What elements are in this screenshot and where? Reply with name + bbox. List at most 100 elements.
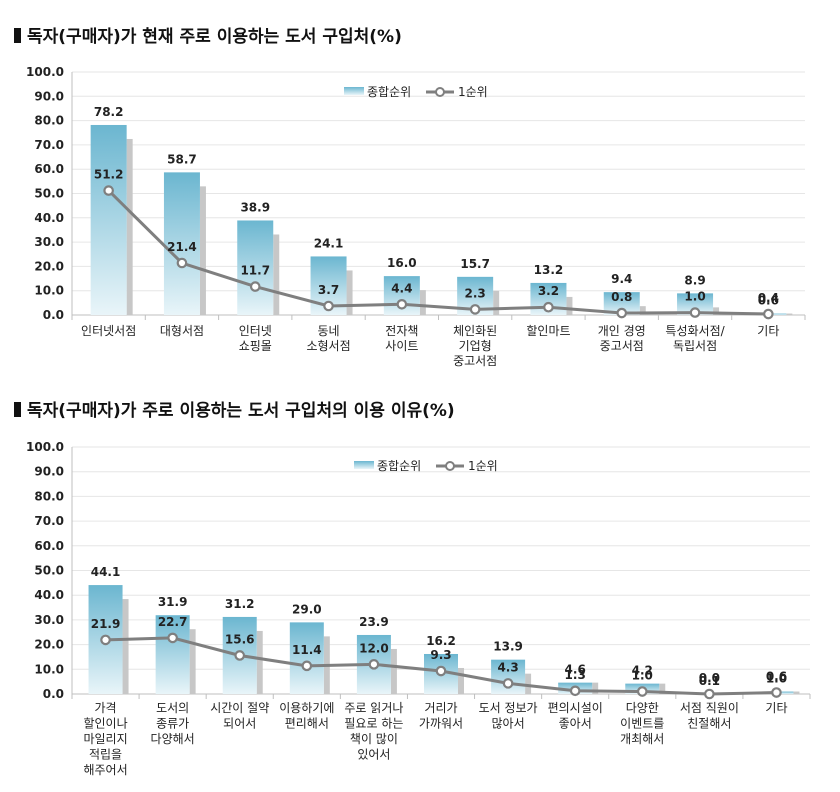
y-tick-label: 60.0 [34,162,64,176]
line-value-label: 11.7 [240,264,270,278]
y-tick-label: 10.0 [34,284,64,298]
line-value-label: 11.4 [292,643,322,657]
y-tick-label: 90.0 [34,89,64,103]
y-tick-label: 80.0 [34,489,64,503]
line-value-label: 15.6 [225,632,255,646]
bar-shadow [639,306,646,315]
bar-value-label: 31.2 [225,597,255,611]
legend-bar-label: 종합순위 [367,85,411,99]
line-value-label: 0.8 [611,290,632,304]
bar-shadow [659,683,666,694]
chart2-title: 독자(구매자)가 주로 이용하는 도서 구입처의 이용 이유(%) [14,396,455,421]
line-point [103,185,114,196]
bar-shadow [346,270,353,315]
bar [90,124,127,315]
bar-shadow [786,313,793,315]
line-value-label: 0.6 [766,670,787,684]
line-value-label: 21.4 [167,240,197,254]
line-point [323,300,334,312]
category-label: 편의시설이 좋아서 [548,701,603,731]
category-label: 기타 [757,324,779,338]
bar-value-label: 24.1 [314,236,344,250]
y-tick-label: 70.0 [34,514,64,528]
bar-shadow [566,296,573,315]
category-label: 도서 정보가 많아서 [479,701,538,731]
category-label: 다양한 이벤트를 개최해서 [620,701,664,746]
y-tick-label: 40.0 [34,211,64,225]
line-point [689,307,701,318]
bar-value-label: 31.9 [158,595,188,609]
line-value-label: 3.7 [318,283,339,297]
line-value-label: 22.7 [158,615,188,629]
line-value-label: 9.3 [430,648,451,662]
bar-value-label: 78.2 [94,105,124,119]
y-tick-label: 30.0 [34,235,64,249]
line-point [234,650,246,661]
y-tick-label: 50.0 [34,187,64,201]
bar-value-label: 58.7 [167,152,197,166]
bar-shadow [199,186,206,315]
category-label: 기타 [765,701,787,715]
bar-shadow [189,629,196,694]
category-label: 인터넷서점 [81,324,136,338]
legend-line-marker [435,87,445,97]
category-label: 할인마트 [526,324,570,338]
y-tick-label: 100.0 [26,65,64,79]
line-value-label: 1.0 [684,290,705,304]
line-point [502,678,514,689]
bar-shadow [592,682,599,694]
y-tick-label: 20.0 [34,638,64,652]
bar [155,615,190,694]
bar [289,622,324,694]
line-point [636,686,648,697]
category-label: 거리가 가까워서 [419,701,463,731]
legend-line-label: 1순위 [458,85,488,99]
line-value-label: 0.0 [699,671,720,685]
bar [603,292,640,315]
legend-bar-swatch [354,461,374,469]
line-point [435,665,447,677]
y-tick-label: 0.0 [43,308,64,322]
category-label: 시간이 절약 되어서 [210,700,269,731]
y-tick-label: 100.0 [26,440,64,454]
line-point [543,301,554,313]
bar-value-label: 44.1 [91,565,121,579]
chart1: 0.0 10.0 20.0 30.0 40.0 50.0 60.0 70.0 80.0 90.0 1… [26,65,806,368]
bar-value-label: 16.2 [426,634,456,648]
bar-shadow [793,691,800,694]
category-label: 도서의 종류가 다양해서 [151,701,195,746]
bar [237,220,274,315]
line-value-label: 1.0 [632,669,653,683]
y-tick-label: 90.0 [34,465,64,479]
line-point [396,299,408,310]
line-point [569,685,581,697]
line-value-label: 3.2 [538,284,559,298]
bar-value-label: 0.6 [758,294,779,308]
y-tick-label: 40.0 [34,588,64,602]
category-label: 가격 할인이나 마일리지 적립을 해주어서 [83,701,127,777]
bar-value-label: 4.2 [632,664,653,678]
bar-shadow [713,307,720,315]
line-series [107,189,769,316]
line-value-label: 12.0 [359,641,389,655]
bar-value-label: 38.9 [240,200,270,214]
line-point [167,632,178,644]
line-value-label: 4.3 [497,660,518,674]
line-point [763,308,774,320]
line-point [469,304,481,315]
line-point [368,659,380,670]
bar-shadow [390,648,397,694]
bar-shadow [126,138,133,315]
category-label: 이용하기에 편리해서 [279,701,334,731]
line-point [100,634,111,646]
title-square-icon [14,402,21,417]
title-square-icon [14,28,21,43]
category-label: 동네 소형서점 [306,324,350,353]
bar-shadow [273,234,280,315]
y-tick-label: 0.0 [43,687,64,701]
bar-shadow [458,667,464,694]
line-value-label: 1.3 [565,668,586,682]
line-value-label: 0.4 [758,291,779,305]
bar-shadow [525,673,532,694]
category-label: 체인화된 기업형 중고서점 [453,324,497,368]
